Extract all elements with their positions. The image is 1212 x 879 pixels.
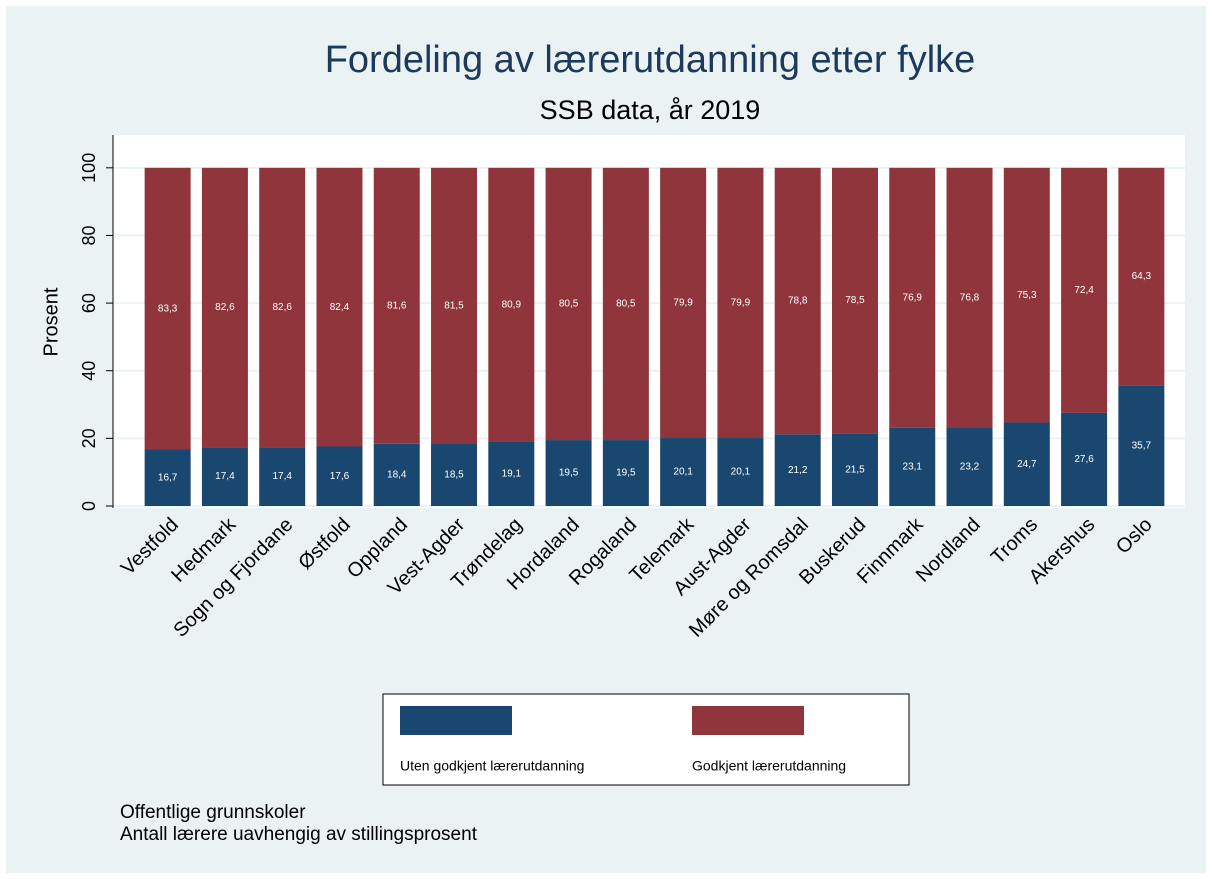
data-label: 76,9 [903,292,923,303]
bar-segment [774,167,821,435]
bar-segment [1003,422,1050,506]
bar-segment [431,443,478,506]
bar-segment [889,427,936,506]
data-label: 81,5 [444,300,464,311]
data-label: 21,2 [788,465,808,476]
data-label: 81,6 [387,300,407,311]
bar-segment [545,167,592,441]
data-label: 72,4 [1074,285,1094,296]
legend-label: Uten godkjent lærerutdanning [400,758,584,774]
data-label: 23,2 [960,461,980,472]
chart-title: Fordeling av lærerutdanning etter fylke [325,39,976,81]
bar-segment [1003,167,1050,423]
data-label: 16,7 [158,472,178,483]
bar-segment [144,167,191,450]
bar-segment [431,167,478,444]
bar-segment [831,167,878,434]
bar-segment [946,167,993,428]
legend-swatch [692,706,804,735]
bar-segment [1061,412,1108,506]
data-label: 24,7 [1017,459,1037,470]
data-label: 20,1 [673,467,693,478]
data-label: 80,5 [559,299,579,310]
data-label: 17,4 [215,471,235,482]
data-label: 27,6 [1074,454,1094,465]
bar-segment [488,167,535,442]
data-label: 80,5 [616,299,636,310]
bar-segment [660,438,707,506]
y-tick-label: 60 [79,293,99,313]
data-label: 80,9 [502,299,522,310]
data-label: 19,5 [559,468,579,479]
bar-segment [373,443,420,506]
bar-segment [316,167,363,447]
bar-segment [144,449,191,506]
bar-segment [545,440,592,506]
bar-segment [717,438,764,506]
data-label: 83,3 [158,303,178,314]
bar-segment [602,167,649,441]
bar-segment [259,447,306,506]
y-tick-label: 80 [79,225,99,245]
legend-swatch [400,706,512,735]
data-label: 19,5 [616,468,636,479]
bar-segment [1061,167,1108,413]
data-label: 23,1 [903,462,923,473]
data-label: 19,1 [502,468,522,479]
data-label: 64,3 [1132,271,1152,282]
chart-subtitle: SSB data, år 2019 [540,95,761,125]
bar-segment [373,167,420,444]
bar-segment [946,427,993,506]
bar-segment [1118,167,1165,386]
note: Offentlige grunnskoler [120,802,306,823]
data-label: 17,4 [272,471,292,482]
bar-segment [831,433,878,506]
data-label: 79,9 [731,298,751,309]
y-axis-label: Prosent [40,287,62,356]
bar-segment [602,440,649,506]
y-tick-label: 40 [79,361,99,381]
y-tick-label: 100 [79,153,99,183]
bar-segment [717,167,764,439]
bar-segment [889,167,936,428]
bar-segment [316,446,363,506]
data-label: 35,7 [1132,440,1152,451]
data-label: 75,3 [1017,290,1037,301]
bar-segment [201,447,248,506]
bar-segment [201,167,248,448]
data-label: 76,8 [960,292,980,303]
data-label: 17,6 [330,471,350,482]
bar-segment [774,434,821,506]
data-label: 18,5 [444,469,464,480]
data-label: 78,5 [845,295,865,306]
legend-label: Godkjent lærerutdanning [692,758,846,774]
bar-segment [1118,385,1165,506]
bar-segment [488,441,535,506]
data-label: 79,9 [673,298,693,309]
note: Antall lærere uavhengig av stillingspros… [120,824,478,845]
data-label: 18,4 [387,470,407,481]
data-label: 20,1 [731,467,751,478]
data-label: 78,8 [788,296,808,307]
y-tick-label: 0 [79,501,99,511]
data-label: 82,6 [215,302,235,313]
y-tick-label: 20 [79,428,99,448]
data-label: 82,6 [272,302,292,313]
bar-segment [259,167,306,448]
data-label: 82,4 [330,302,350,313]
data-label: 21,5 [845,464,865,475]
bar-segment [660,167,707,439]
